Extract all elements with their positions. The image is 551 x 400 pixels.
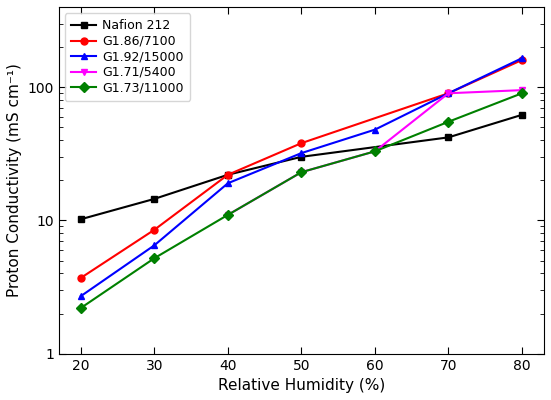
Legend: Nafion 212, G1.86/7100, G1.92/15000, G1.71/5400, G1.73/11000: Nafion 212, G1.86/7100, G1.92/15000, G1.… xyxy=(65,13,190,101)
Line: G1.73/11000: G1.73/11000 xyxy=(77,90,526,312)
Y-axis label: Proton Conductivity (mS cm⁻¹): Proton Conductivity (mS cm⁻¹) xyxy=(7,63,22,297)
G1.92/15000 xyxy=(225,181,231,186)
Nafion 212 xyxy=(151,196,158,201)
G1.92/15000 xyxy=(371,127,378,132)
Nafion 212 xyxy=(518,112,525,117)
G1.73/11000 xyxy=(445,119,452,124)
Line: G1.71/5400: G1.71/5400 xyxy=(224,87,526,218)
Line: G1.92/15000: G1.92/15000 xyxy=(77,55,526,300)
Nafion 212 xyxy=(445,135,452,140)
Nafion 212 xyxy=(298,154,305,159)
Line: G1.86/7100: G1.86/7100 xyxy=(77,56,526,282)
G1.73/11000 xyxy=(78,306,84,310)
G1.71/5400 xyxy=(445,91,452,96)
G1.73/11000 xyxy=(518,91,525,96)
X-axis label: Relative Humidity (%): Relative Humidity (%) xyxy=(218,378,385,393)
G1.73/11000 xyxy=(151,256,158,261)
G1.73/11000 xyxy=(298,170,305,175)
Nafion 212 xyxy=(225,172,231,177)
G1.71/5400 xyxy=(225,212,231,217)
G1.71/5400 xyxy=(518,88,525,92)
G1.71/5400 xyxy=(371,149,378,154)
G1.73/11000 xyxy=(371,149,378,154)
Nafion 212 xyxy=(78,217,84,222)
G1.86/7100 xyxy=(518,58,525,62)
G1.86/7100 xyxy=(151,228,158,232)
G1.92/15000 xyxy=(518,56,525,60)
G1.73/11000 xyxy=(225,212,231,217)
G1.92/15000 xyxy=(78,294,84,298)
G1.92/15000 xyxy=(445,91,452,96)
G1.86/7100 xyxy=(298,141,305,146)
G1.86/7100 xyxy=(78,276,84,280)
G1.92/15000 xyxy=(298,151,305,156)
G1.86/7100 xyxy=(445,91,452,96)
Line: Nafion 212: Nafion 212 xyxy=(77,111,526,223)
G1.92/15000 xyxy=(151,243,158,248)
G1.71/5400 xyxy=(298,170,305,175)
G1.86/7100 xyxy=(225,172,231,177)
